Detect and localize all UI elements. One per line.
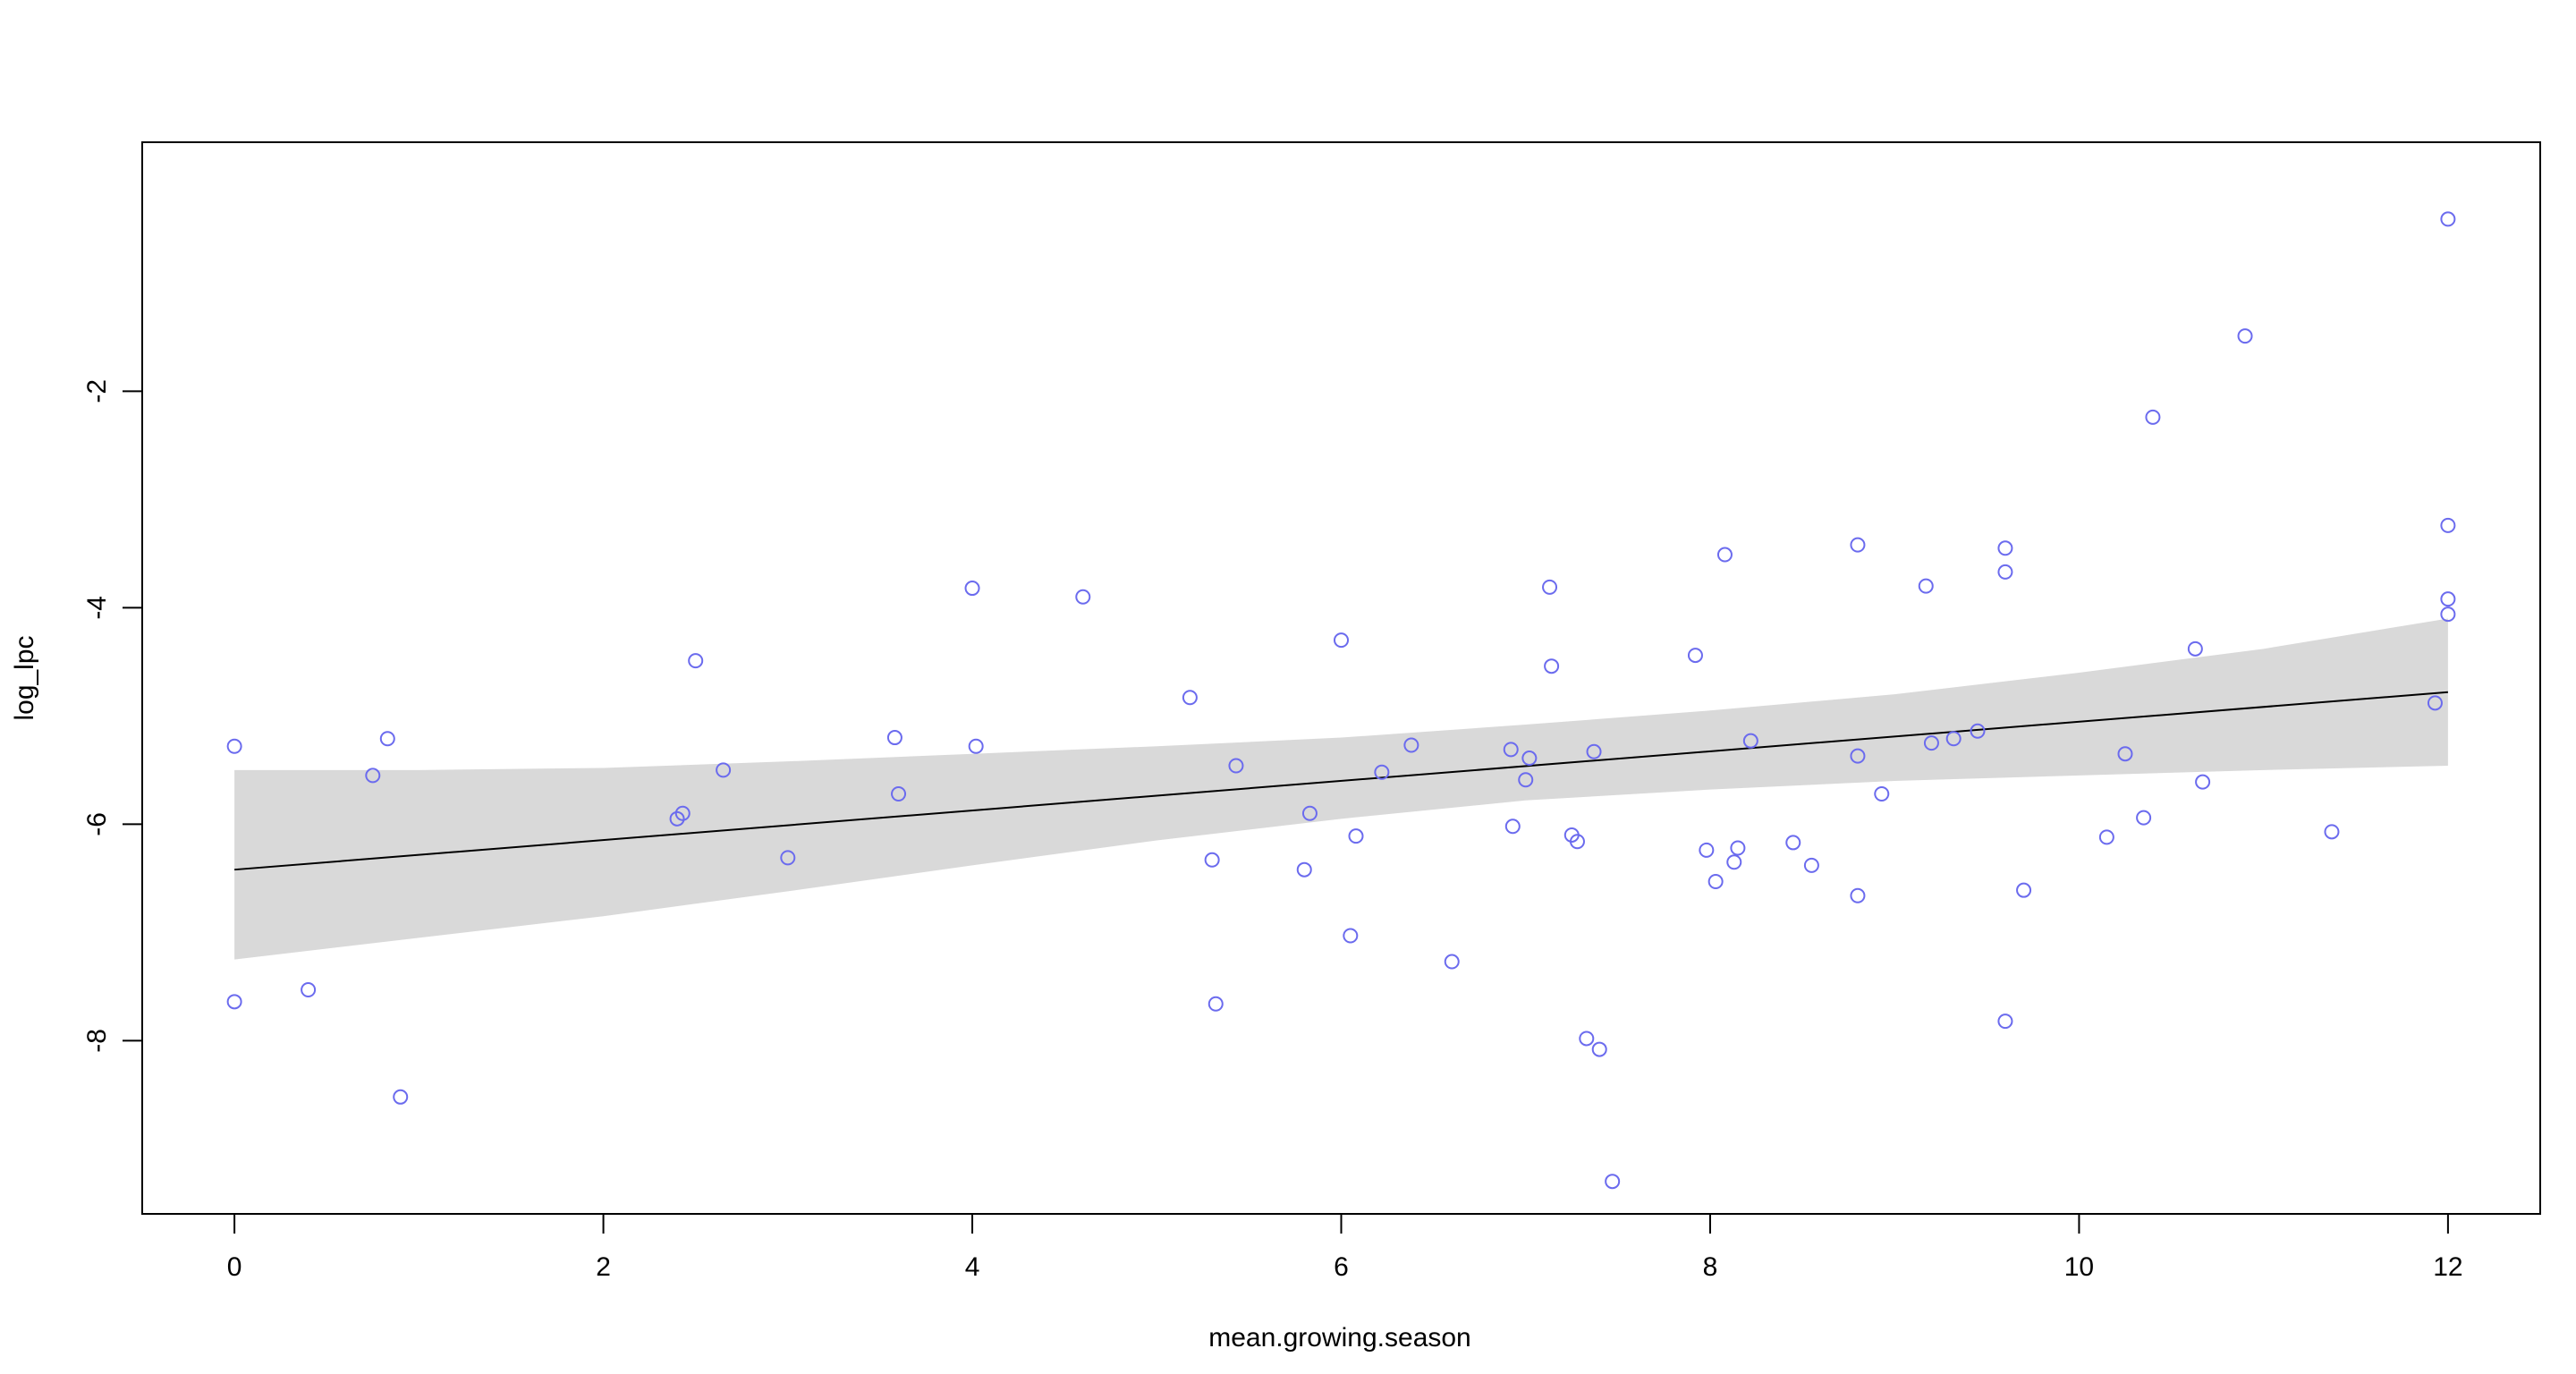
- data-point: [226, 994, 242, 1010]
- data-point: [2098, 829, 2114, 845]
- y-axis-label: log_lpc: [10, 635, 39, 720]
- data-point: [1730, 840, 1746, 856]
- data-point: [2145, 409, 2161, 425]
- data-point: [669, 810, 685, 827]
- data-point: [1503, 742, 1519, 758]
- data-point: [1945, 731, 1962, 747]
- data-points-layer: [226, 211, 2456, 1190]
- data-point: [2195, 774, 2211, 790]
- y-tick-label: -4: [82, 596, 112, 620]
- data-point: [2427, 695, 2443, 711]
- data-point: [1803, 857, 1819, 873]
- data-point: [393, 1089, 409, 1105]
- data-point: [1687, 648, 1703, 664]
- data-point: [886, 730, 902, 746]
- data-point: [301, 982, 317, 998]
- confidence-band-layer: [234, 618, 2448, 960]
- data-point: [379, 731, 395, 747]
- confidence-band: [234, 618, 2448, 960]
- data-point: [1997, 540, 2013, 556]
- data-point: [2440, 517, 2456, 533]
- data-point: [1970, 723, 1986, 739]
- y-tick-label: -6: [82, 812, 112, 836]
- data-point: [1579, 1030, 1595, 1047]
- data-point: [1850, 748, 1866, 764]
- data-point: [1208, 996, 1224, 1012]
- y-tick-label: -2: [82, 379, 112, 403]
- x-tick-label: 2: [596, 1252, 611, 1282]
- data-point: [1348, 828, 1364, 844]
- data-point: [1343, 928, 1359, 944]
- data-point: [1707, 873, 1724, 889]
- data-point: [1785, 835, 1801, 851]
- data-point: [1874, 785, 1890, 802]
- data-point: [1334, 632, 1349, 649]
- data-point: [1726, 854, 1742, 870]
- x-tick-label: 12: [2433, 1252, 2462, 1282]
- data-point: [1699, 842, 1715, 858]
- data-point: [1997, 1014, 2013, 1030]
- data-point: [1296, 861, 1312, 878]
- data-point: [365, 768, 381, 784]
- data-point: [2117, 746, 2133, 762]
- data-point: [1444, 954, 1460, 970]
- data-point: [1301, 805, 1318, 821]
- x-tick-label: 6: [1334, 1252, 1349, 1282]
- data-point: [891, 785, 907, 802]
- data-point: [1591, 1041, 1607, 1057]
- data-point: [1923, 735, 1939, 751]
- data-point: [1403, 737, 1419, 753]
- data-point: [780, 850, 796, 866]
- data-point: [1742, 733, 1758, 749]
- x-tick-label: 0: [227, 1252, 242, 1282]
- data-point: [2440, 606, 2456, 623]
- data-point: [1374, 764, 1390, 780]
- data-point: [1918, 578, 1934, 594]
- data-point: [1518, 772, 1534, 788]
- data-point: [2440, 211, 2456, 227]
- data-point: [1716, 547, 1733, 563]
- data-point: [1504, 818, 1521, 835]
- data-point: [1850, 887, 1866, 903]
- data-point: [1521, 751, 1538, 767]
- y-tick-label: -8: [82, 1029, 112, 1053]
- data-point: [1605, 1174, 1621, 1190]
- fit-line-layer: [234, 691, 2448, 871]
- data-point: [2324, 824, 2340, 840]
- data-point: [2187, 640, 2203, 657]
- data-point: [1544, 658, 1560, 674]
- data-point: [1182, 690, 1198, 706]
- data-point: [2136, 810, 2152, 826]
- data-point: [2237, 328, 2253, 344]
- x-tick-label: 8: [1703, 1252, 1718, 1282]
- data-point: [688, 653, 704, 669]
- data-point: [2440, 591, 2456, 607]
- data-point: [674, 805, 691, 821]
- data-point: [1569, 834, 1585, 850]
- data-point: [968, 738, 984, 754]
- data-point: [1542, 579, 1558, 595]
- data-point: [1850, 537, 1866, 553]
- data-point: [226, 738, 242, 754]
- data-point: [1997, 564, 2013, 580]
- fit-line: [234, 691, 2448, 871]
- x-axis-label: mean.growing.season: [1208, 1323, 1471, 1353]
- data-point: [2016, 882, 2032, 898]
- data-point: [1228, 758, 1244, 774]
- x-tick-label: 4: [965, 1252, 980, 1282]
- y-axis: -8 -6 -4 -2: [82, 379, 143, 1053]
- data-point: [1204, 852, 1220, 868]
- x-tick-label: 10: [2064, 1252, 2094, 1282]
- data-point: [716, 762, 732, 778]
- data-point: [1075, 589, 1091, 605]
- data-point: [1586, 743, 1602, 759]
- data-point: [964, 581, 980, 597]
- x-axis: 0 2 4 6 8 10 12: [227, 1213, 2463, 1282]
